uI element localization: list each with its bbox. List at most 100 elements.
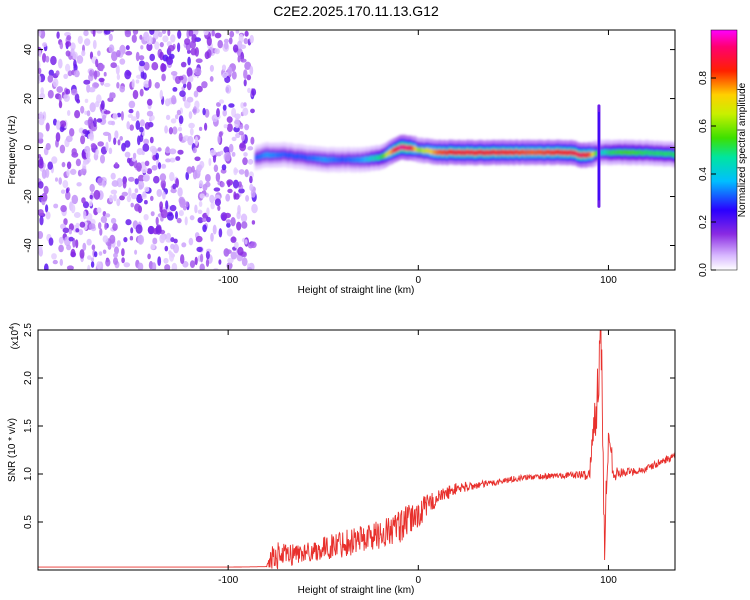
ridge-cell — [585, 152, 588, 158]
ridge-cell — [301, 153, 304, 160]
noise-blob — [178, 115, 184, 124]
ridge-cell — [501, 149, 503, 155]
ridge-cell — [412, 145, 414, 152]
noise-blob — [214, 32, 222, 39]
noise-blob — [165, 146, 170, 152]
ridge-cell — [569, 150, 572, 156]
noise-blob — [73, 69, 80, 78]
noise-blob — [146, 42, 153, 52]
ridge-cell — [454, 149, 457, 156]
ridge-cell — [640, 149, 643, 156]
colorbar-tick-label: 0.4 — [698, 167, 709, 181]
noise-blob — [143, 174, 150, 182]
noise-blob — [164, 264, 171, 270]
ridge-cell — [570, 149, 573, 155]
ridge-cell — [440, 149, 443, 155]
ridge-cell — [363, 156, 365, 163]
noise-blob — [169, 171, 175, 182]
noise-blob — [77, 35, 83, 45]
ridge-cell — [540, 149, 542, 155]
spectrogram-noise — [38, 30, 258, 270]
ridge-cell — [354, 157, 356, 163]
noise-blob — [244, 123, 250, 131]
noise-blob — [175, 114, 179, 120]
ridge-cell — [538, 149, 541, 156]
ridge-cell — [455, 150, 458, 156]
ridge-cell — [500, 149, 502, 155]
ridge-cell — [638, 149, 640, 156]
ridge-cell — [417, 147, 420, 153]
noise-blob — [200, 253, 204, 263]
ridge-cell — [435, 149, 437, 155]
noise-blob — [99, 228, 103, 236]
noise-blob — [109, 194, 114, 203]
ridge-cell — [564, 150, 566, 156]
ridge-cell — [554, 149, 557, 155]
noise-blob — [65, 63, 71, 72]
noise-blob — [230, 217, 236, 227]
ridge-cell — [419, 147, 421, 153]
noise-blob — [151, 262, 157, 270]
ridge-cell — [424, 147, 427, 154]
ridge-cell — [645, 149, 647, 155]
ridge-cell — [276, 152, 279, 159]
noise-blob — [158, 31, 163, 38]
noise-blob — [206, 36, 212, 47]
ridge-cell — [532, 149, 534, 155]
noise-blob — [79, 249, 85, 259]
ridge-cell — [495, 150, 498, 156]
noise-blob — [238, 169, 245, 175]
noise-blob — [250, 136, 255, 145]
ridge-cell — [448, 149, 451, 155]
noise-blob — [88, 87, 96, 93]
noise-blob — [130, 202, 134, 208]
noise-blob — [96, 261, 102, 270]
noise-blob — [147, 253, 151, 260]
noise-blob — [112, 223, 118, 231]
ridge-cell — [266, 152, 268, 158]
ridge-cell — [392, 147, 395, 153]
noise-blob — [215, 172, 221, 182]
noise-blob — [114, 130, 119, 139]
noise-blob — [241, 221, 248, 229]
colorbar-tick-label: 0.6 — [698, 119, 709, 133]
noise-blob — [70, 42, 76, 51]
noise-blob — [213, 187, 221, 192]
ridge-cell — [577, 152, 580, 158]
noise-blob — [211, 30, 215, 37]
noise-blob — [244, 61, 252, 70]
noise-blob — [109, 92, 113, 100]
noise-blob — [212, 154, 217, 163]
ridge-cell — [657, 151, 660, 157]
y-tick-label: 1.0 — [23, 467, 34, 481]
noise-blob — [85, 149, 91, 160]
ridge-cell — [462, 149, 465, 155]
ridge-cell — [649, 150, 652, 156]
noise-blob — [224, 212, 231, 219]
noise-blob — [47, 74, 54, 83]
noise-blob — [231, 71, 237, 80]
noise-blob — [58, 177, 62, 185]
ridge-cell — [261, 152, 264, 159]
ridge-cell — [520, 149, 523, 155]
noise-blob — [104, 30, 111, 35]
noise-blob — [115, 65, 120, 75]
noise-blob — [205, 174, 211, 182]
ridge-cell — [667, 150, 670, 157]
ridge-cell — [305, 154, 307, 161]
ridge-cell — [335, 157, 338, 163]
noise-blob — [186, 81, 192, 91]
noise-blob — [65, 41, 72, 47]
noise-blob — [159, 89, 163, 100]
noise-blob — [170, 71, 178, 76]
noise-blob — [175, 156, 181, 161]
ridge-cell — [352, 156, 355, 162]
ridge-cell — [503, 149, 506, 155]
ridge-cell — [259, 154, 262, 160]
ridge-cell — [485, 150, 487, 156]
noise-blob — [242, 107, 249, 116]
noise-blob — [169, 148, 177, 155]
noise-blob — [192, 106, 197, 115]
noise-blob — [166, 57, 174, 66]
ridge-cell — [613, 149, 615, 156]
